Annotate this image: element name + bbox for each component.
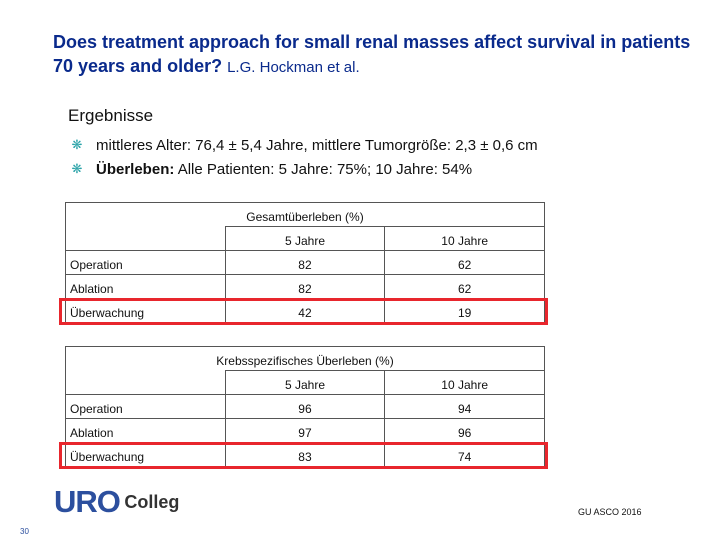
slide-title: Does treatment approach for small renal …	[53, 30, 693, 80]
row-highlight-box	[59, 298, 548, 325]
row-label: Überwachung	[65, 298, 226, 323]
logo-uro-text: URO	[54, 484, 121, 519]
bullet-icon: ❋	[71, 137, 83, 152]
cell-5-year: 82	[224, 250, 386, 275]
table-row: Operation 96 94	[65, 394, 545, 419]
page-number: 30	[20, 527, 29, 536]
bullet-text: mittleres Alter: 76,4 ± 5,4 Jahre, mittl…	[96, 137, 538, 154]
table-caption: Gesamtüberleben (%)	[65, 202, 545, 227]
column-header: 5 Jahre	[224, 226, 386, 251]
bullet-bold-text: Überleben:	[96, 161, 175, 178]
row-highlight-box	[59, 442, 548, 469]
cell-10-year: 96	[384, 418, 545, 443]
source-label: GU ASCO 2016	[578, 507, 642, 517]
section-heading: Ergebnisse	[68, 106, 154, 125]
table-caption-row: Gesamtüberleben (%)	[65, 202, 545, 227]
row-label: Operation	[65, 250, 226, 275]
table-row: Ablation 82 62	[65, 274, 545, 299]
title-text: Does treatment approach for small renal …	[53, 32, 691, 76]
table-row: Ablation 97 96	[65, 418, 545, 443]
bullet-list: ❋ mittleres Alter: 76,4 ± 5,4 Jahre, mit…	[70, 134, 538, 182]
cancer-specific-survival-table: Krebsspezifisches Überleben (%) 5 Jahre …	[65, 346, 545, 467]
column-header: 10 Jahre	[384, 226, 545, 251]
cell-5-year: 96	[224, 394, 386, 419]
row-label: Operation	[65, 394, 226, 419]
table-row: Überwachung 83 74	[65, 442, 545, 467]
title-authors: L.G. Hockman et al.	[227, 59, 360, 76]
bullet-icon: ❋	[71, 161, 83, 176]
table-header-row: 5 Jahre 10 Jahre	[65, 226, 545, 251]
table-header-row: 5 Jahre 10 Jahre	[65, 370, 545, 395]
cell-10-year: 94	[384, 394, 545, 419]
table-row: Operation 82 62	[65, 250, 545, 275]
overall-survival-table: Gesamtüberleben (%) 5 Jahre 10 Jahre Ope…	[65, 202, 545, 323]
table-row: Überwachung 42 19	[65, 298, 545, 323]
table-caption: Krebsspezifisches Überleben (%)	[65, 346, 545, 371]
column-header: 5 Jahre	[224, 370, 386, 395]
column-header: 10 Jahre	[384, 370, 545, 395]
cell-5-year: 97	[224, 418, 386, 443]
table-caption-row: Krebsspezifisches Überleben (%)	[65, 346, 545, 371]
urocollege-logo: URO Colleg	[54, 486, 179, 518]
bullet-text: Alle Patienten: 5 Jahre: 75%; 10 Jahre: …	[174, 161, 473, 178]
bullet-item: ❋ Überleben: Alle Patienten: 5 Jahre: 75…	[70, 158, 538, 182]
cell-10-year: 62	[384, 250, 545, 275]
cell-5-year: 82	[224, 274, 386, 299]
row-label: Ablation	[65, 418, 226, 443]
row-label: Ablation	[65, 274, 226, 299]
table-corner-cell	[65, 226, 226, 251]
bullet-item: ❋ mittleres Alter: 76,4 ± 5,4 Jahre, mit…	[70, 134, 538, 158]
table-corner-cell	[65, 370, 226, 395]
cell-10-year: 19	[384, 298, 545, 323]
logo-college-text: Colleg	[124, 492, 180, 512]
cell-10-year: 62	[384, 274, 545, 299]
